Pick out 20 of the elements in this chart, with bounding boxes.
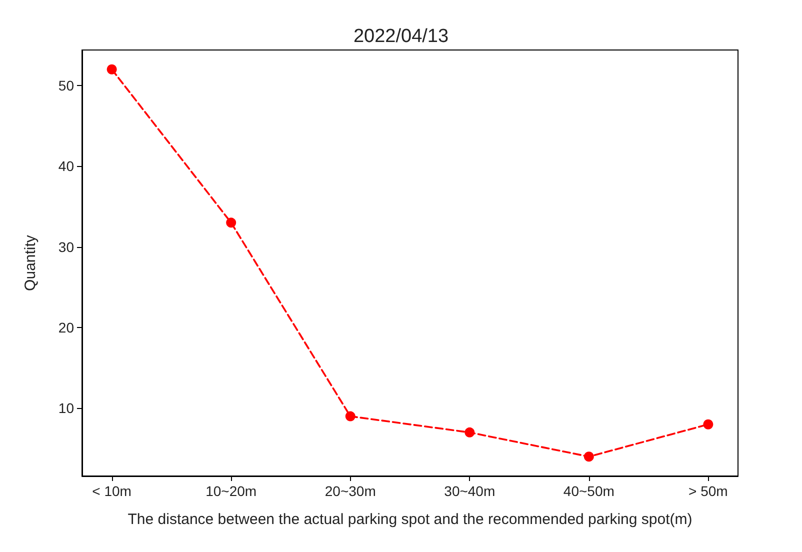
x-tick-label: < 10m — [92, 483, 132, 499]
y-tick-label: 10 — [58, 400, 74, 416]
x-tick-label: 20~30m — [324, 483, 376, 499]
y-axis-title: Quantity — [22, 234, 39, 291]
y-tick-label: 50 — [58, 78, 74, 94]
y-tick-label: 30 — [58, 238, 74, 255]
point — [106, 64, 117, 74]
chart-title: 2022/04/13 — [353, 26, 449, 47]
x-axis-title: The distance between the actual parking spot and the recommended parking spot(m) — [128, 511, 692, 528]
point — [226, 218, 236, 228]
y-tick-label: 20 — [58, 320, 74, 336]
point — [464, 427, 475, 438]
x-tick-label: 40~50m — [563, 483, 614, 499]
point — [703, 419, 714, 430]
point — [345, 411, 356, 422]
point — [584, 452, 594, 462]
x-tick-label: 10~20m — [206, 483, 257, 499]
y-tick-label: 40 — [58, 158, 74, 174]
x-tick-label: > 50m — [688, 483, 728, 499]
x-tick-label: 30~40m — [444, 483, 496, 499]
